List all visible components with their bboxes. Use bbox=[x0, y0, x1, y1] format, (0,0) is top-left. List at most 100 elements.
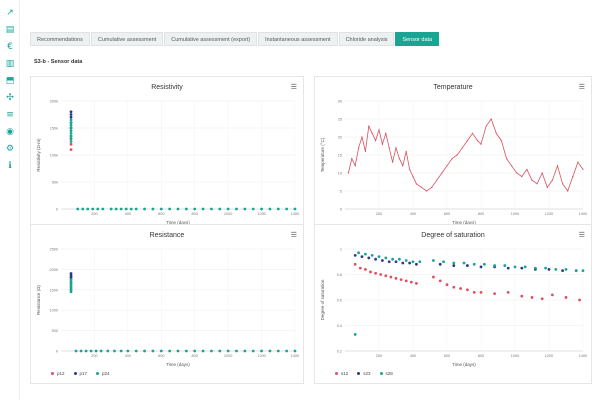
data-point bbox=[567, 190, 569, 192]
database-icon[interactable]: ▥ bbox=[5, 59, 15, 69]
x-tick-label: 400 bbox=[125, 354, 131, 358]
document-icon[interactable]: ▤ bbox=[5, 25, 15, 35]
data-point bbox=[243, 207, 247, 211]
data-point bbox=[69, 142, 73, 146]
tab-chloride-analysis[interactable]: Chloride analysis bbox=[338, 32, 395, 46]
data-point bbox=[408, 261, 411, 265]
y-tick-label: 0.8 bbox=[337, 273, 342, 277]
data-point bbox=[556, 165, 559, 167]
tab-recommendations[interactable]: Recommendations bbox=[30, 32, 90, 46]
data-point bbox=[361, 136, 363, 138]
molecule-icon[interactable]: ✣ bbox=[6, 93, 14, 103]
menu-icon[interactable]: ☰ bbox=[578, 231, 585, 239]
data-point bbox=[99, 349, 103, 353]
data-point bbox=[364, 150, 366, 152]
euro-icon[interactable]: € bbox=[7, 42, 13, 52]
legend-item[interactable]: s12 bbox=[335, 371, 348, 376]
saturation-panel: Degree of saturation ☰ 0.2 0.4 0.6 0.8 1 200 4… bbox=[314, 224, 592, 384]
data-point bbox=[391, 257, 394, 261]
legend-item[interactable]: p17 bbox=[73, 371, 87, 376]
data-point bbox=[151, 349, 155, 353]
globe-icon[interactable]: ◉ bbox=[6, 127, 14, 137]
data-point bbox=[466, 264, 469, 267]
data-point bbox=[367, 256, 371, 260]
menu-icon[interactable]: ☰ bbox=[290, 231, 297, 239]
data-point bbox=[184, 349, 188, 353]
data-point bbox=[415, 262, 418, 266]
data-point bbox=[531, 179, 533, 181]
y-tick-label: 25 bbox=[338, 118, 342, 122]
data-point bbox=[276, 207, 280, 211]
y-tick-label: 30 bbox=[338, 100, 342, 104]
legend-label: s28 bbox=[385, 371, 393, 376]
x-tick-label: 200 bbox=[376, 354, 382, 358]
data-point bbox=[69, 113, 73, 116]
legend-label: s23 bbox=[363, 371, 371, 376]
data-point bbox=[193, 207, 197, 211]
data-point bbox=[392, 161, 394, 163]
x-tick-label: 800 bbox=[192, 354, 198, 358]
data-point bbox=[176, 207, 180, 211]
data-point bbox=[574, 269, 578, 273]
x-tick-label: 800 bbox=[478, 212, 484, 216]
data-point bbox=[360, 255, 364, 259]
list-icon[interactable]: ≡ bbox=[6, 110, 14, 120]
data-point bbox=[210, 349, 213, 353]
data-point bbox=[114, 207, 118, 211]
data-point bbox=[534, 266, 537, 270]
main-content: Recommendations Cumulative assessment Cumu… bbox=[22, 26, 600, 400]
x-tick-label: 400 bbox=[410, 212, 416, 216]
data-point bbox=[69, 140, 73, 143]
legend-item[interactable]: s28 bbox=[379, 371, 393, 376]
legend-swatch bbox=[379, 372, 383, 375]
chart-line-icon[interactable]: ↗ bbox=[6, 8, 14, 18]
y-tick-label: 2000 bbox=[50, 268, 58, 272]
data-point bbox=[364, 252, 367, 256]
legend-swatch bbox=[73, 372, 77, 375]
data-point bbox=[293, 207, 297, 211]
data-point bbox=[511, 165, 513, 167]
legend-item[interactable]: s23 bbox=[357, 371, 371, 376]
resistance-chart: 0 500 1000 1500 2000 2500 200 400 600 800 1000 1200… bbox=[36, 248, 299, 368]
data-point bbox=[452, 264, 456, 267]
menu-icon[interactable]: ☰ bbox=[578, 83, 585, 91]
data-point bbox=[143, 207, 146, 211]
data-point bbox=[547, 268, 551, 271]
data-point bbox=[354, 165, 356, 167]
legend-item[interactable]: p12 bbox=[51, 371, 65, 376]
y-tick-label: 0 bbox=[340, 208, 342, 212]
data-point bbox=[134, 349, 138, 353]
data-point bbox=[459, 287, 462, 290]
data-point bbox=[159, 207, 163, 211]
data-point bbox=[226, 349, 230, 353]
data-point bbox=[134, 207, 138, 211]
database-upload-icon[interactable]: ⬒ bbox=[5, 76, 15, 86]
data-point bbox=[409, 280, 413, 284]
y-tick-label: 1000 bbox=[50, 309, 58, 313]
menu-icon[interactable]: ☰ bbox=[290, 83, 297, 91]
data-point bbox=[456, 154, 458, 156]
tab-sensor-data[interactable]: Sensor data bbox=[395, 32, 440, 46]
data-point bbox=[69, 280, 73, 284]
x-tick-label: 600 bbox=[444, 354, 450, 358]
data-point bbox=[358, 147, 360, 149]
legend-item[interactable]: p24 bbox=[96, 371, 110, 376]
data-point bbox=[572, 176, 574, 178]
data-point bbox=[218, 207, 222, 211]
y-axis-label: Resistivity (Ω·m) bbox=[36, 138, 41, 172]
data-point bbox=[578, 298, 581, 302]
data-point bbox=[544, 266, 547, 270]
y-tick-label: 20 bbox=[338, 136, 342, 140]
tab-instantaneous-assessment[interactable]: Instantaneous assessment bbox=[258, 32, 338, 46]
data-point bbox=[384, 274, 388, 278]
data-point bbox=[251, 349, 255, 353]
data-point bbox=[69, 129, 73, 133]
data-point bbox=[79, 349, 83, 353]
settings-icon[interactable]: ⚙ bbox=[5, 144, 15, 154]
info-icon[interactable]: ℹ bbox=[8, 161, 12, 171]
data-point bbox=[201, 207, 205, 211]
tab-cumulative-assessment-export[interactable]: Cumulative assessment (export) bbox=[164, 32, 258, 46]
tab-cumulative-assessment[interactable]: Cumulative assessment bbox=[90, 32, 164, 46]
x-tick-label: 1400 bbox=[291, 354, 299, 358]
legend-swatch bbox=[96, 372, 100, 375]
